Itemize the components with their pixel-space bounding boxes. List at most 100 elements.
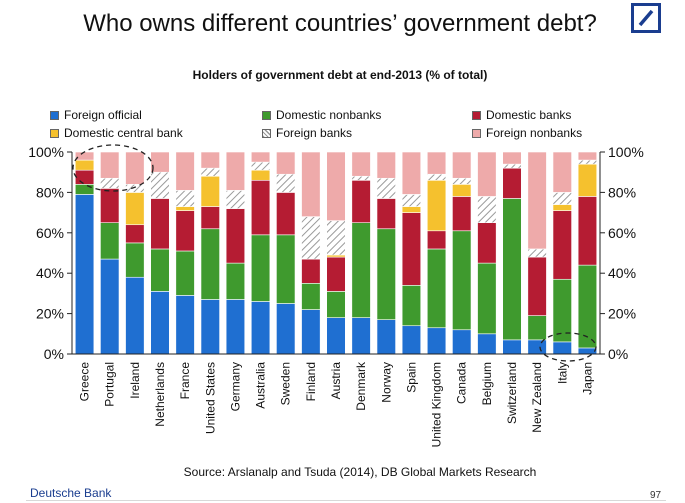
bar-segment-foreign-banks — [552, 192, 572, 205]
bar-segment-foreign-official — [477, 333, 497, 355]
bar-segment-domestic-banks — [552, 210, 572, 280]
x-tick-label: Belgium — [480, 362, 494, 405]
bar-segment-foreign-nonbanks — [276, 151, 296, 175]
y-tick-label-left: 60% — [36, 225, 64, 241]
bar-segment-foreign-official — [426, 327, 447, 355]
x-tick-label: Switzerland — [505, 362, 519, 424]
bar-segment-foreign-official — [125, 276, 145, 355]
bar-segment-domestic-banks — [301, 258, 321, 284]
bar-segment-foreign-official — [225, 299, 246, 355]
page-number: 97 — [650, 490, 662, 501]
bar-segment-foreign-official — [276, 303, 296, 355]
bar-segment-domestic-banks — [351, 179, 371, 223]
bar-segment-foreign-nonbanks — [376, 151, 396, 179]
bar-segment-foreign-banks — [225, 190, 246, 209]
bar-segment-domestic-central-bank — [426, 179, 447, 232]
bar-segment-foreign-nonbanks — [125, 151, 145, 185]
bar-segment-domestic-nonbanks — [477, 262, 497, 335]
x-tick-label: New Zealand — [530, 362, 544, 433]
bar-segment-domestic-banks — [401, 212, 422, 286]
bar-segment-domestic-nonbanks — [200, 228, 220, 300]
bar-segment-foreign-banks — [301, 216, 321, 260]
x-tick-label: Australia — [254, 362, 268, 409]
bar-segment-foreign-nonbanks — [577, 151, 598, 161]
bar-segment-domestic-banks — [502, 167, 522, 199]
bar-segment-foreign-banks — [477, 196, 497, 224]
y-tick-label-right: 0% — [608, 346, 628, 362]
slide-title: Who owns different countries’ government… — [83, 10, 597, 37]
bar-segment-foreign-official — [250, 301, 271, 355]
bar-segment-domestic-central-bank — [577, 163, 598, 197]
bar-segment-foreign-banks — [502, 163, 522, 169]
x-tick-label: Denmark — [354, 361, 368, 411]
bar-segment-domestic-banks — [74, 169, 95, 185]
x-tick-label: Germany — [228, 362, 242, 411]
bar-segment-domestic-nonbanks — [401, 285, 422, 327]
bar-segment-domestic-central-bank — [125, 192, 145, 226]
bar-segment-domestic-nonbanks — [175, 250, 195, 296]
bar-segment-foreign-official — [376, 319, 396, 355]
bar-segment-foreign-official — [401, 325, 422, 355]
x-tick-label: Finland — [304, 362, 318, 401]
bar-segment-domestic-banks — [527, 256, 547, 316]
bar-segment-foreign-nonbanks — [552, 151, 572, 193]
bar-segment-domestic-nonbanks — [426, 248, 447, 329]
bar-segment-domestic-central-bank — [326, 254, 346, 258]
bar-segment-domestic-central-bank — [552, 204, 572, 211]
y-tick-label-left: 0% — [44, 346, 64, 362]
bar-segment-domestic-banks — [276, 192, 296, 236]
bar-segment-foreign-official — [502, 339, 522, 355]
bar-segment-domestic-nonbanks — [351, 222, 371, 318]
bar-segment-domestic-central-bank — [250, 169, 271, 181]
bar-segment-domestic-central-bank — [175, 206, 195, 211]
bar-segment-foreign-nonbanks — [477, 151, 497, 197]
x-tick-label: United States — [203, 362, 217, 434]
y-tick-label-left: 80% — [36, 184, 64, 200]
source-note: Source: Arslanalp and Tsuda (2014), DB G… — [183, 465, 537, 479]
x-tick-label: Greece — [78, 362, 92, 402]
bar-segment-foreign-banks — [527, 248, 547, 258]
bar-segment-foreign-banks — [376, 177, 396, 199]
bar-segment-domestic-nonbanks — [276, 234, 296, 304]
y-tick-label-right: 60% — [608, 225, 636, 241]
bar-segment-foreign-banks — [426, 173, 447, 181]
bar-segment-domestic-nonbanks — [74, 184, 95, 195]
bar-segment-domestic-banks — [200, 206, 220, 230]
stacked-bar-chart: Greece Portugal Ireland Netherlands France Un… — [28, 144, 644, 447]
bar-segment-foreign-official — [326, 317, 346, 355]
bar-segment-domestic-central-bank — [452, 184, 472, 197]
bar-segment-domestic-nonbanks — [452, 230, 472, 331]
x-tick-label: Spain — [404, 362, 418, 393]
bar-segment-domestic-banks — [175, 210, 195, 252]
bar-segment-foreign-official — [351, 317, 371, 355]
x-tick-label: Austria — [329, 362, 343, 400]
x-tick-label: Netherlands — [153, 362, 167, 427]
bar-segment-foreign-nonbanks — [250, 151, 271, 163]
bar-segment-domestic-nonbanks — [301, 282, 321, 310]
bar-segment-domestic-banks — [100, 188, 120, 224]
bar-segment-foreign-official — [452, 329, 472, 355]
footer-divider — [26, 500, 666, 501]
bar-segment-foreign-official — [100, 258, 120, 355]
bar-segment-foreign-nonbanks — [200, 151, 220, 169]
bar-segment-foreign-nonbanks — [426, 151, 447, 175]
bar-segment-domestic-central-bank — [401, 206, 422, 213]
bar-segment-domestic-nonbanks — [376, 228, 396, 320]
bar-segment-foreign-nonbanks — [100, 151, 120, 179]
y-tick-label-left: 40% — [36, 265, 64, 281]
x-tick-label: Canada — [455, 362, 469, 404]
bar-segment-foreign-banks — [276, 173, 296, 193]
bar-segment-foreign-nonbanks — [74, 151, 95, 161]
bar-segment-domestic-banks — [376, 198, 396, 230]
y-tick-label-right: 100% — [608, 144, 644, 160]
bar-segment-domestic-banks — [150, 198, 170, 250]
bar-segment-domestic-nonbanks — [100, 222, 120, 260]
bar-segment-domestic-banks — [326, 256, 346, 292]
bar-segment-foreign-banks — [175, 190, 195, 207]
bar-segment-domestic-nonbanks — [527, 315, 547, 341]
y-tick-label-right: 20% — [608, 306, 636, 322]
bar-segment-foreign-banks — [200, 167, 220, 177]
bar-segment-foreign-official — [301, 309, 321, 355]
bar-segment-foreign-nonbanks — [351, 151, 371, 177]
bar-segment-domestic-nonbanks — [225, 262, 246, 300]
